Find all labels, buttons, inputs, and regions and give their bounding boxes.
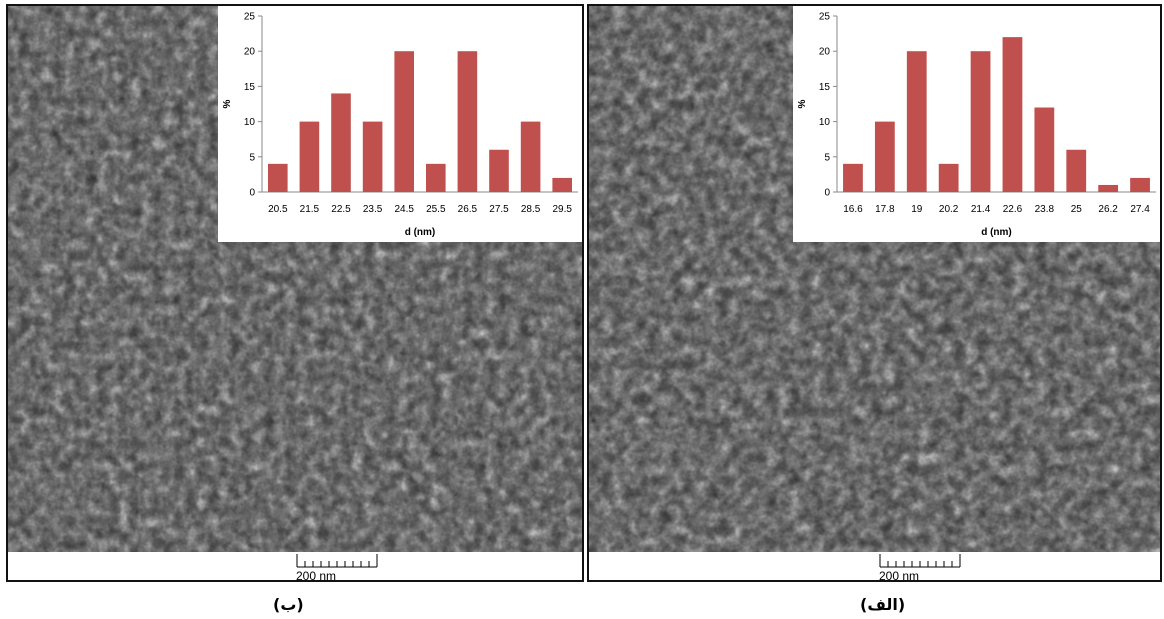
x-tick-label: 22.6 <box>1003 204 1023 215</box>
x-tick-label: 25.5 <box>426 204 446 215</box>
histogram-bar <box>268 164 288 192</box>
x-tick-label: 26.2 <box>1098 204 1118 215</box>
y-tick-label: 15 <box>819 82 831 93</box>
histogram-bar <box>552 178 572 192</box>
x-tick-label: 24.5 <box>394 204 414 215</box>
y-tick-label: 25 <box>819 12 831 23</box>
histogram-bar <box>1130 178 1150 192</box>
y-tick-label: 20 <box>819 47 831 58</box>
x-tick-label: 20.5 <box>268 204 288 215</box>
y-tick-label: 5 <box>824 152 830 163</box>
histogram-bar <box>1003 37 1023 192</box>
histogram-bar <box>971 51 991 192</box>
x-tick-label: 22.5 <box>331 204 351 215</box>
y-tick-label: 0 <box>824 188 830 199</box>
histogram-chart: 0 5 10 15 20 25 20.5 21.5 22.5 23.5 24.5 25.5 26.5 27… <box>218 6 582 242</box>
panel-caption-b: (ب) <box>273 595 304 614</box>
x-axis-label: d (nm) <box>405 227 436 238</box>
y-tick-label: 10 <box>819 117 831 128</box>
x-tick-label: 29.5 <box>552 204 572 215</box>
histogram-bar <box>489 150 509 192</box>
sem-panel-alef: 0 5 10 15 20 25 16.6 17.8 19 20.2 21.4 22.6 23.8 25 26… <box>587 4 1162 582</box>
histogram-bar <box>331 93 351 192</box>
x-tick-label: 16.6 <box>843 204 863 215</box>
y-axis-label: % <box>222 99 233 108</box>
x-tick-label: 23.8 <box>1035 204 1055 215</box>
y-tick-label: 10 <box>244 117 256 128</box>
y-tick-label: 5 <box>249 152 255 163</box>
histogram-inset: 0 5 10 15 20 25 20.5 21.5 22.5 23.5 24.5 25.5 26.5 27… <box>218 6 582 242</box>
x-tick-label: 27.5 <box>489 204 509 215</box>
y-tick-label: 20 <box>244 47 256 58</box>
scale-bar-label: 200 nm <box>879 569 919 582</box>
scale-bar <box>296 552 378 570</box>
histogram-chart: 0 5 10 15 20 25 16.6 17.8 19 20.2 21.4 22.6 23.8 25 26… <box>793 6 1160 242</box>
sem-panel-b: 0 5 10 15 20 25 20.5 21.5 22.5 23.5 24.5 25.5 26.5 27… <box>6 4 584 582</box>
histogram-bar <box>394 51 414 192</box>
panel-caption-alef: (الف) <box>860 595 905 614</box>
x-tick-label: 19 <box>911 204 923 215</box>
x-tick-label: 20.2 <box>939 204 959 215</box>
histogram-bar <box>363 122 383 192</box>
histogram-bar <box>426 164 446 192</box>
histogram-inset: 0 5 10 15 20 25 16.6 17.8 19 20.2 21.4 22.6 23.8 25 26… <box>793 6 1160 242</box>
x-tick-label: 21.5 <box>300 204 320 215</box>
y-tick-label: 15 <box>244 82 256 93</box>
histogram-bar <box>1098 185 1118 192</box>
x-tick-label: 17.8 <box>875 204 895 215</box>
scale-bar-label: 200 nm <box>296 569 336 582</box>
x-axis-label: d (nm) <box>981 227 1012 238</box>
scale-bar <box>879 552 961 570</box>
histogram-bar <box>1034 108 1054 192</box>
y-axis-label: % <box>797 99 808 108</box>
x-tick-label: 27.4 <box>1130 204 1150 215</box>
histogram-bar <box>1066 150 1086 192</box>
histogram-bar <box>521 122 541 192</box>
x-tick-label: 21.4 <box>971 204 991 215</box>
histogram-bar <box>907 51 927 192</box>
x-tick-label: 23.5 <box>363 204 383 215</box>
scale-bar-area: 200 nm <box>589 552 1160 582</box>
histogram-bar <box>843 164 863 192</box>
x-tick-label: 26.5 <box>458 204 478 215</box>
histogram-bar <box>875 122 895 192</box>
x-tick-label: 28.5 <box>521 204 541 215</box>
y-tick-label: 25 <box>244 12 256 23</box>
x-tick-label: 25 <box>1071 204 1083 215</box>
y-tick-label: 0 <box>249 188 255 199</box>
histogram-bar <box>300 122 320 192</box>
histogram-bar <box>458 51 478 192</box>
histogram-bar <box>939 164 959 192</box>
scale-bar-area: 200 nm <box>8 552 582 582</box>
